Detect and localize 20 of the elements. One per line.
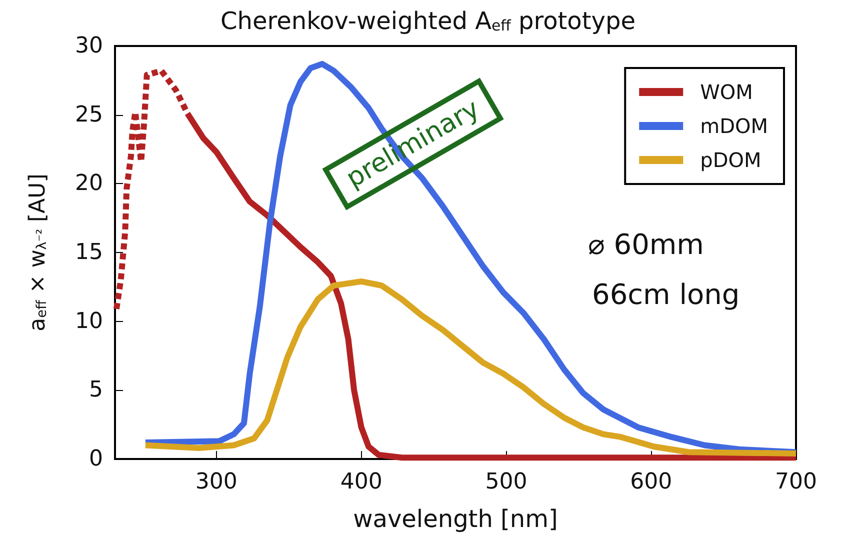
y-tick-label: 5	[89, 378, 103, 403]
y-tick-label: 0	[89, 446, 103, 472]
y-tick-label: 10	[75, 308, 103, 334]
x-tick-label: 700	[775, 470, 817, 494]
y-tick-label: 30	[75, 34, 103, 58]
x-tick-label: 500	[485, 470, 528, 494]
x-axis-title: wavelength [nm]	[353, 505, 558, 533]
annotation: 66cm long	[592, 278, 740, 311]
y-tick-label: 15	[75, 240, 103, 265]
x-tick-label: 300	[195, 470, 238, 494]
legend-label: WOM	[700, 80, 753, 104]
y-tick-label: 25	[75, 102, 103, 128]
annotation: ⌀ 60mm	[588, 228, 704, 261]
x-tick-label: 600	[630, 470, 672, 494]
chart-title: Cherenkov-weighted Aeff prototype	[220, 7, 636, 35]
y-axis-title: aeff × wλ⁻² [AU]	[26, 174, 50, 332]
legend-label: pDOM	[700, 148, 762, 172]
x-tick-label: 400	[340, 470, 382, 494]
legend-label: mDOM	[700, 114, 768, 138]
y-tick-label: 20	[75, 171, 103, 196]
